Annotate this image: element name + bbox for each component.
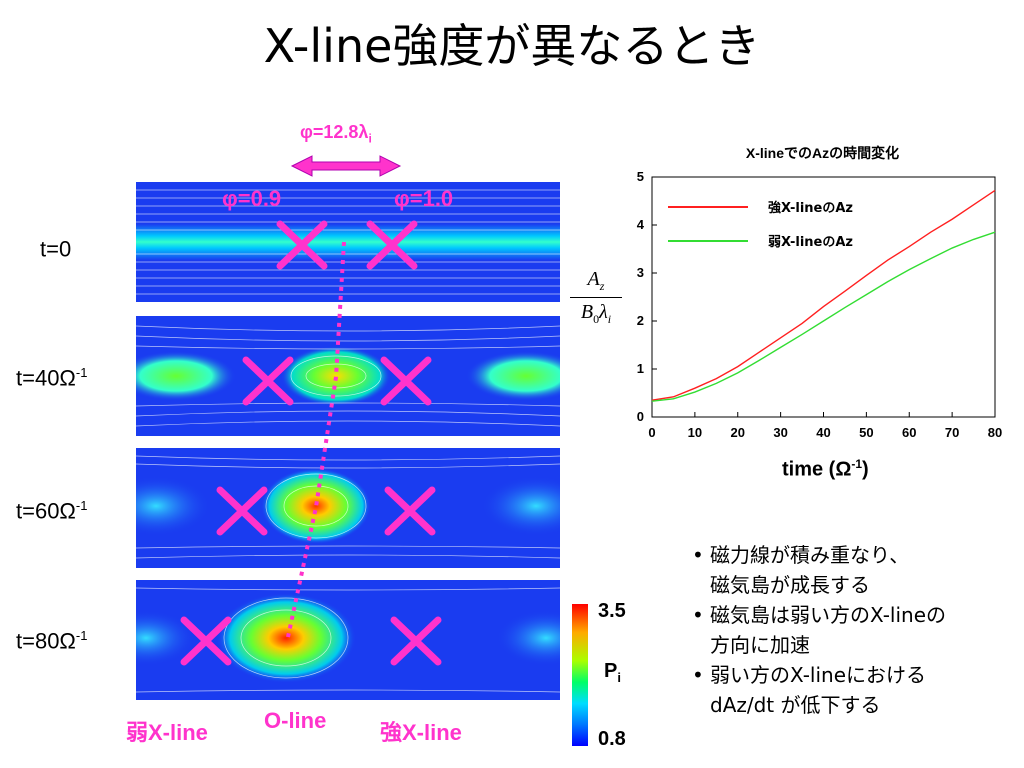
y-tick-label: 1 [637,361,644,376]
y-tick-label: 5 [637,169,644,184]
x-tick-label: 10 [688,425,702,440]
legend-label-0: 強X-lineのAz [768,200,853,216]
x-tick-label: 80 [988,425,1002,440]
colorbar-quantity: Pi [604,660,621,685]
xline-markers [180,220,442,666]
panel-t60 [136,448,560,568]
time-label-60: t=60Ω-1 [16,498,88,524]
x-tick-label: 20 [731,425,745,440]
chart-title: X-lineでのAzの時間変化 [745,145,900,161]
x-tick-label: 40 [816,425,830,440]
x-tick-label: 50 [859,425,873,440]
legend-label-1: 弱X-lineのAz [768,234,853,250]
x-tick-label: 0 [648,425,655,440]
y-tick-label: 0 [637,409,644,424]
chart-xlabel: time (Ω-1) [782,457,869,481]
chart-ylabel: Az B0λi [566,268,626,327]
colorbar-max: 3.5 [598,600,626,622]
panel-t0 [136,182,560,302]
oline-label: O-line [264,708,327,733]
y-tick-label: 3 [637,265,644,280]
colorbar-min: 0.8 [598,728,626,750]
az-time-chart: 0 1 2 3 4 5 0 10 20 30 40 50 60 70 80 強X-lineのAz 弱X-li… [637,169,1002,440]
series-line-0 [651,189,996,401]
series-line-1 [651,231,996,402]
x-tick-label: 70 [945,425,959,440]
y-tick-label: 4 [637,217,645,232]
phi-left-label: φ=0.9 [222,186,282,211]
phi-right-label: φ=1.0 [394,186,454,211]
slide-title: X-line強度が異なるとき [263,19,761,73]
x-tick-label: 60 [902,425,916,440]
wavelength-label: φ=12.8λi [300,122,372,146]
time-label-80: t=80Ω-1 [16,628,88,654]
weak-xline-label: 弱X-line [126,720,208,745]
time-label-0: t=0 [40,236,72,262]
bullet-item: 磁力線が積み重なり、磁気島が成長する [688,540,946,600]
colorbar [572,604,588,746]
y-tick-label: 2 [637,313,644,328]
panel-t40 [136,316,560,436]
strong-xline-label: 強X-line [380,720,462,745]
double-arrow-icon [290,155,402,177]
bullet-list: 磁力線が積み重なり、磁気島が成長する 磁気島は弱い方のX-lineの方向に加速 … [688,540,946,720]
chart-plot-area [651,176,996,418]
x-tick-label: 30 [773,425,787,440]
time-label-40: t=40Ω-1 [16,365,88,391]
